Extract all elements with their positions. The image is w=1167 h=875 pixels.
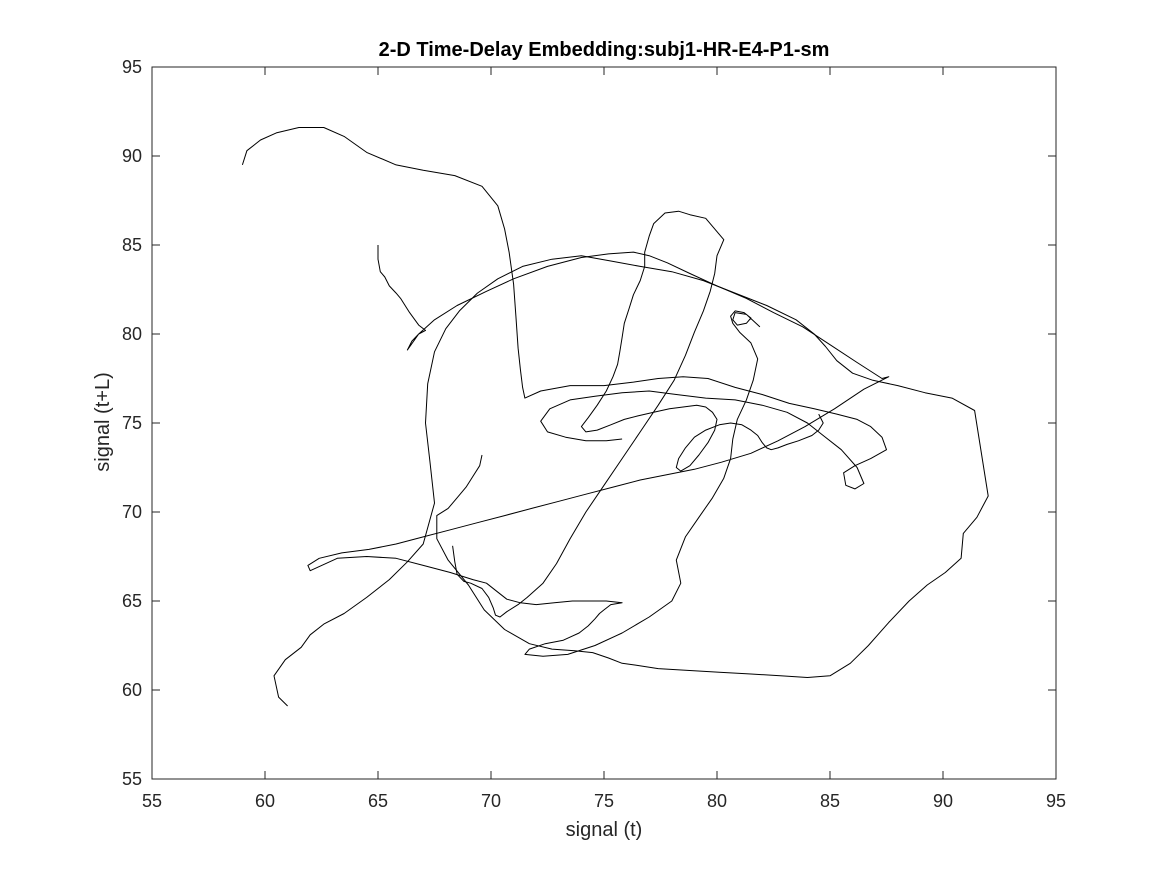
y-tick-label: 95 [122,57,142,77]
x-tick-label: 95 [1046,791,1066,811]
plot-area [151,66,1057,780]
y-axis: 55 60 65 70 75 80 85 90 95 [122,57,1056,789]
trajectory-line-2 [241,127,887,490]
x-axis-label: signal (t) [566,819,643,841]
y-tick-label: 75 [122,413,142,433]
trajectory-line-3 [273,255,989,707]
x-tick-label: 75 [594,791,614,811]
y-tick-label: 70 [122,502,142,522]
chart-title: 2-D Time-Delay Embedding:subj1-HR-E4-P1-… [379,39,830,61]
x-tick-label: 70 [481,791,501,811]
y-axis-label: signal (t+L) [92,372,114,472]
y-tick-label: 90 [122,146,142,166]
x-axis: 55 60 65 70 75 80 85 90 95 [142,67,1066,811]
trajectory-line-4 [452,210,824,618]
x-tick-label: 65 [368,791,388,811]
x-tick-label: 90 [933,791,953,811]
axes-box [151,66,1057,780]
x-tick-label: 85 [820,791,840,811]
y-tick-label: 55 [122,769,142,789]
y-tick-label: 60 [122,680,142,700]
x-tick-label: 80 [707,791,727,811]
y-tick-label: 65 [122,591,142,611]
x-tick-label: 55 [142,791,162,811]
x-tick-label: 60 [255,791,275,811]
y-tick-label: 85 [122,235,142,255]
trajectory-line-1 [307,245,890,657]
y-tick-label: 80 [122,324,142,344]
